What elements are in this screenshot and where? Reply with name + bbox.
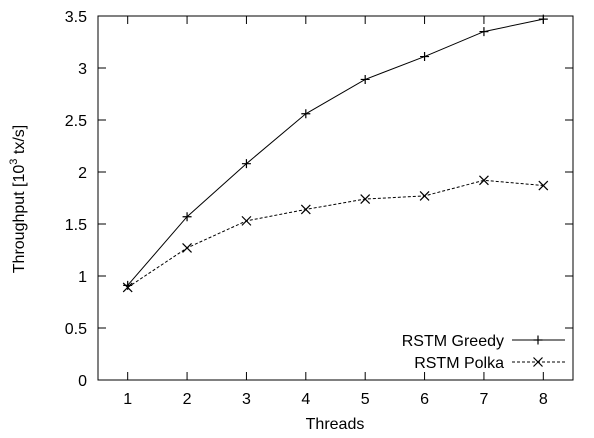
data-point-rstm-polka — [241, 215, 252, 226]
data-point-rstm-greedy — [538, 14, 548, 24]
y-tick-label: 0 — [78, 373, 87, 390]
x-tick-label: 2 — [183, 391, 192, 408]
x-axis: 1 2 3 4 5 6 7 8 — [123, 16, 548, 408]
data-point-rstm-greedy — [420, 52, 430, 62]
y-tick-label: 2 — [78, 165, 87, 182]
series-line-rstm-greedy — [127, 18, 544, 286]
y-axis-title-suffix: tx/s] — [11, 125, 28, 159]
data-point-rstm-polka — [122, 282, 133, 293]
x-tick-label: 8 — [539, 391, 548, 408]
data-point-rstm-greedy — [241, 159, 251, 169]
x-tick-label: 4 — [301, 391, 310, 408]
y-tick-label: 3.5 — [65, 9, 87, 26]
legend-label-rstm-polka: RSTM Polka — [414, 355, 504, 372]
plot-frame — [97, 15, 574, 381]
x-tick-label: 3 — [242, 391, 251, 408]
x-tick-label: 5 — [361, 391, 370, 408]
y-tick-label: 1.5 — [65, 217, 87, 234]
data-point-rstm-greedy — [123, 280, 133, 290]
data-point-rstm-greedy — [479, 27, 489, 37]
y-tick-label: 2.5 — [65, 113, 87, 130]
legend-marker-rstm-polka — [533, 357, 543, 367]
legend: RSTM Greedy RSTM Polka — [402, 333, 565, 372]
y-axis-title: Throughput [103 tx/s] — [8, 125, 28, 273]
plot-border — [97, 15, 574, 381]
y-tick-label: 3 — [78, 61, 87, 78]
data-point-rstm-polka — [419, 190, 430, 201]
data-point-rstm-polka — [300, 204, 311, 215]
y-axis-title-exponent: 3 — [8, 159, 20, 165]
data-point-rstm-greedy — [360, 74, 370, 84]
x-tick-label: 1 — [123, 391, 132, 408]
y-tick-label: 0.5 — [65, 321, 87, 338]
data-point-rstm-polka — [182, 242, 192, 253]
series-line-rstm-polka — [127, 179, 544, 288]
y-axis: 0 0.5 1 1.5 2 2.5 3 3.5 — [65, 9, 573, 390]
x-tick-label: 7 — [479, 391, 488, 408]
data-point-rstm-polka — [360, 194, 371, 204]
data-point-rstm-greedy — [301, 109, 311, 119]
legend-label-rstm-greedy: RSTM Greedy — [402, 333, 504, 350]
y-axis-title-prefix: Throughput [10 — [11, 165, 28, 274]
data-point-rstm-polka — [479, 175, 489, 186]
legend-marker-rstm-greedy — [533, 335, 543, 345]
series-rstm-polka — [122, 175, 549, 293]
data-point-rstm-polka — [538, 180, 549, 191]
series-layer — [122, 14, 549, 293]
x-tick-label: 6 — [420, 391, 429, 408]
series-rstm-greedy — [123, 14, 548, 290]
y-tick-label: 1 — [78, 269, 87, 286]
data-point-rstm-greedy — [182, 212, 192, 222]
x-axis-title: Threads — [306, 416, 365, 433]
